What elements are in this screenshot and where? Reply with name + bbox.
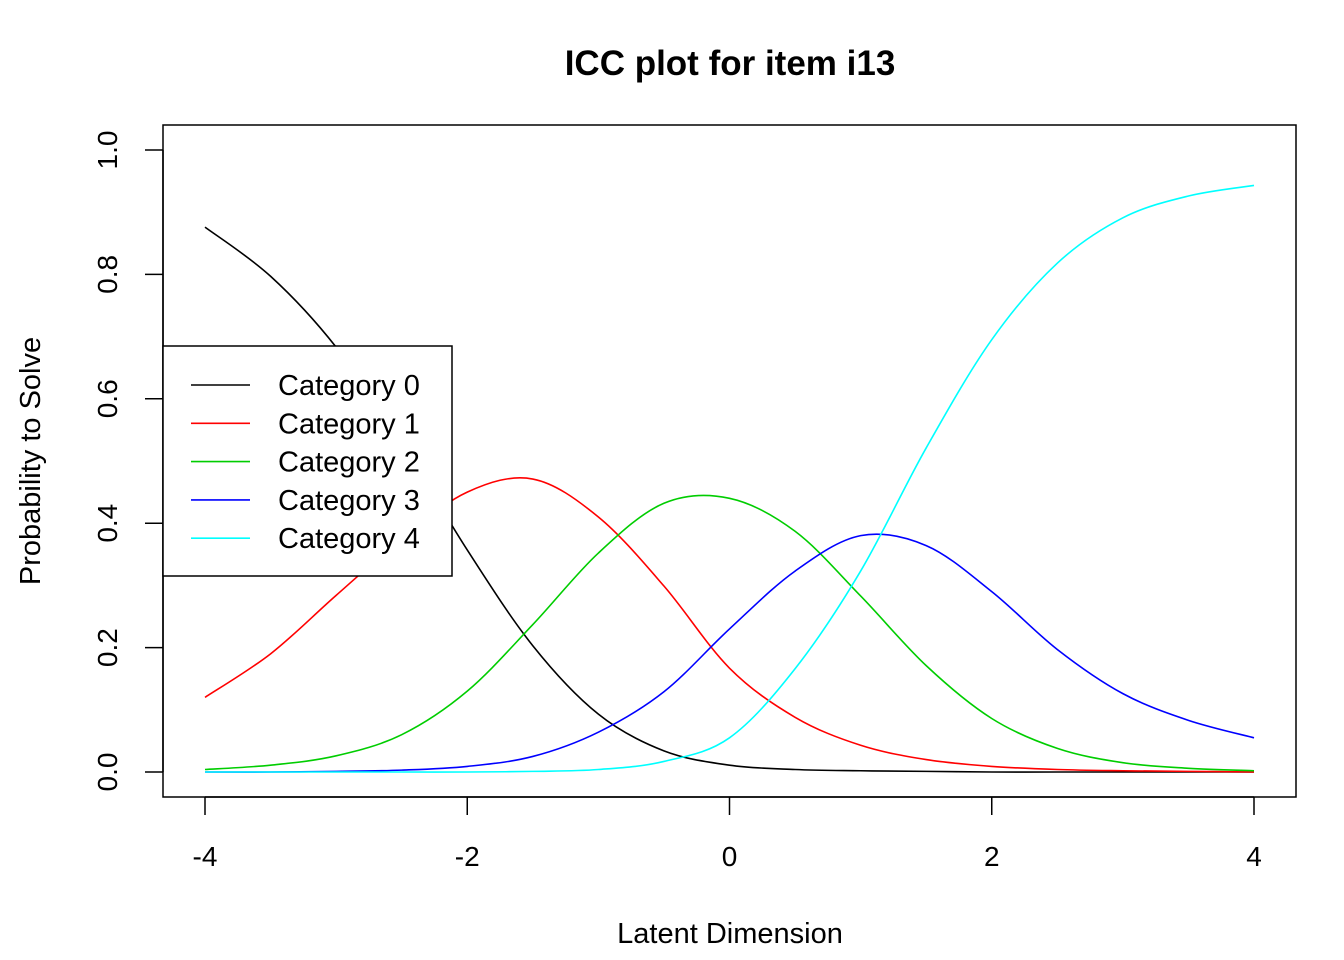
y-tick-label: 1.0 xyxy=(92,131,123,170)
x-axis-label: Latent Dimension xyxy=(617,918,843,950)
legend: Category 0 Category 1 Category 2 Category 3… xyxy=(162,345,453,577)
x-tick-label: -2 xyxy=(455,841,480,872)
y-tick-label: 0.0 xyxy=(92,753,123,792)
legend-label: Category 4 xyxy=(278,523,420,555)
legend-label: Category 2 xyxy=(278,447,420,479)
x-tick-label: 2 xyxy=(984,841,1000,872)
legend-label: Category 1 xyxy=(278,408,420,440)
y-tick-label: 0.8 xyxy=(92,255,123,294)
y-axis-label: Probability to Solve xyxy=(15,337,47,585)
legend-label: Category 0 xyxy=(278,370,420,402)
series-line-category-3 xyxy=(204,533,1255,773)
y-axis: 0.0 0.2 0.4 0.6 0.8 1.0 xyxy=(92,131,164,792)
x-tick-label: 4 xyxy=(1246,841,1262,872)
y-tick-label: 0.4 xyxy=(92,504,123,543)
x-tick-label: 0 xyxy=(722,841,738,872)
series-line-category-2 xyxy=(204,494,1255,772)
x-axis: -4 -2 0 2 4 xyxy=(193,796,1262,872)
y-tick-label: 0.2 xyxy=(92,628,123,667)
legend-label: Category 3 xyxy=(278,485,420,517)
series-line-category-4 xyxy=(205,184,1255,773)
x-tick-label: -4 xyxy=(193,841,218,872)
y-tick-label: 0.6 xyxy=(92,379,123,418)
chart-title: ICC plot for item i13 xyxy=(565,44,896,83)
